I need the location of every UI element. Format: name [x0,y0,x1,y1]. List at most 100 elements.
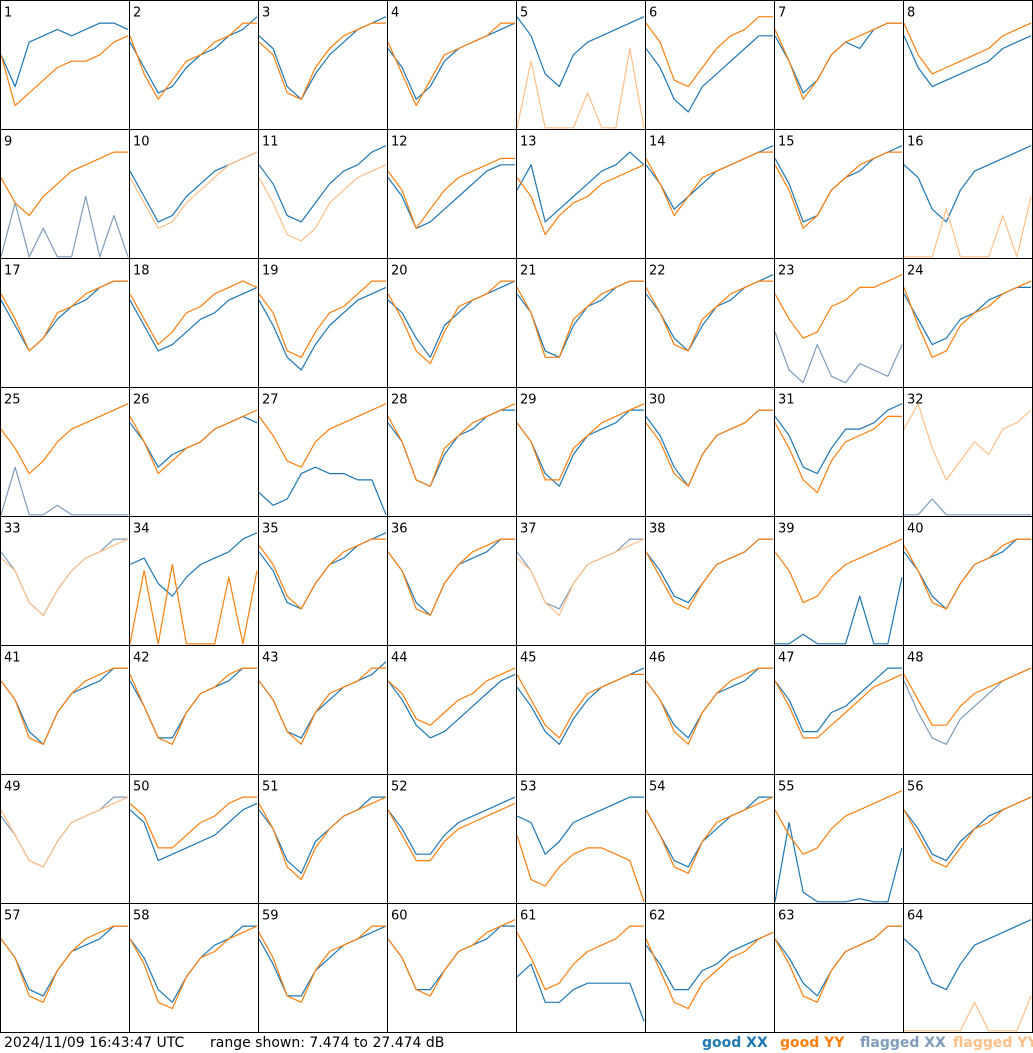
panel-lines [1,925,128,1003]
panel: 16 [903,129,1033,259]
panel-lines [1,22,129,107]
spectrum-line [388,667,516,726]
panel: 41 [0,645,130,775]
spectrum-line [517,409,644,487]
legend-entry: flagged XX [860,1035,946,1051]
panel-label: 37 [520,522,537,537]
panel: 33 [0,516,130,646]
panel-lines [646,931,774,1010]
spectrum-line [646,931,774,991]
panel-lines [130,280,258,352]
panel-label: 4 [391,6,399,21]
panel: 2 [129,0,259,130]
spectrum-line [646,931,774,1010]
panel: 10 [129,129,259,259]
spectrum-line [517,47,645,129]
panel: 62 [645,903,775,1033]
spectrum-line [904,35,1032,88]
panel-label: 44 [391,651,408,666]
panel: 18 [129,258,259,388]
spectrum-line [904,22,1032,75]
panel: 19 [258,258,388,388]
panel: 63 [774,903,904,1033]
panel-label: 24 [907,264,924,279]
panel-label: 55 [778,780,795,795]
spectrum-line [775,577,903,645]
spectrum-line [517,151,645,223]
panel: 4 [387,0,517,130]
panel: 27 [258,387,388,517]
spectrum-line [646,538,773,610]
panel-lines [1,280,128,352]
spectrum-line [1,403,129,475]
panel: 47 [774,645,904,775]
panel-lines [775,274,903,384]
panel: 26 [129,387,259,517]
spectrum-line [1,195,129,258]
spectrum-line [517,16,645,88]
spectrum-line [904,667,1032,745]
spectrum-line [904,667,1032,726]
spectrum-line [130,409,258,475]
spectrum-line [130,286,258,352]
spectrum-line [259,145,387,223]
spectrum-line [904,196,1032,258]
spectrum-line [1,925,128,1003]
panel-lines [259,280,387,371]
panel-lines [646,667,773,745]
range-unit: dB [426,1035,445,1051]
panel-lines [517,667,645,745]
spectrum-line [646,796,774,874]
panel-label: 53 [520,780,537,795]
spectrum-line [130,802,258,862]
panel-label: 42 [133,651,150,666]
panel-lines [775,925,902,1003]
panel-lines [646,409,773,487]
panel-label: 52 [391,780,408,795]
panel-lines [130,151,258,229]
spectrum-line [1,466,128,516]
spectrum-line [1,280,128,352]
panel-label: 39 [778,522,795,537]
spectrum-line [130,532,258,597]
spectrum-line [775,22,902,100]
panel: 40 [903,516,1033,646]
panel: 54 [645,774,775,904]
spectrum-line [259,466,387,516]
spectrum-line [259,532,387,610]
panel-label: 50 [133,780,150,795]
spectrum-line [130,22,257,100]
panel-label: 14 [649,135,666,150]
panel-lines [517,280,644,358]
panel-lines [388,919,516,997]
panel-label: 40 [907,522,924,537]
spectrum-line [517,164,645,236]
panel-lines [388,22,516,107]
panel: 50 [129,774,259,904]
spectrum-line [388,22,515,107]
spectrum-line [904,796,1032,862]
panel-border [774,0,904,130]
spectrum-line [130,280,258,346]
panel: 57 [0,903,130,1033]
panel: 39 [774,516,904,646]
panel-lines [388,403,516,487]
panel-label: 62 [649,909,666,924]
panel-label: 56 [907,780,924,795]
spectrum-line [1,796,129,868]
spectrum-line [259,796,386,874]
spectrum-line [904,538,1031,610]
spectrum-line [259,667,386,745]
spectrum-line [130,925,258,1010]
panel-label: 2 [133,6,141,21]
spectrum-line [775,667,902,733]
spectrum-line [1,538,128,616]
panel: 60 [387,903,517,1033]
spectrum-line [646,16,773,88]
panel-label: 27 [262,393,279,408]
panel: 58 [129,903,259,1033]
spectrum-line [1,667,128,745]
spectrum-line [646,538,773,604]
